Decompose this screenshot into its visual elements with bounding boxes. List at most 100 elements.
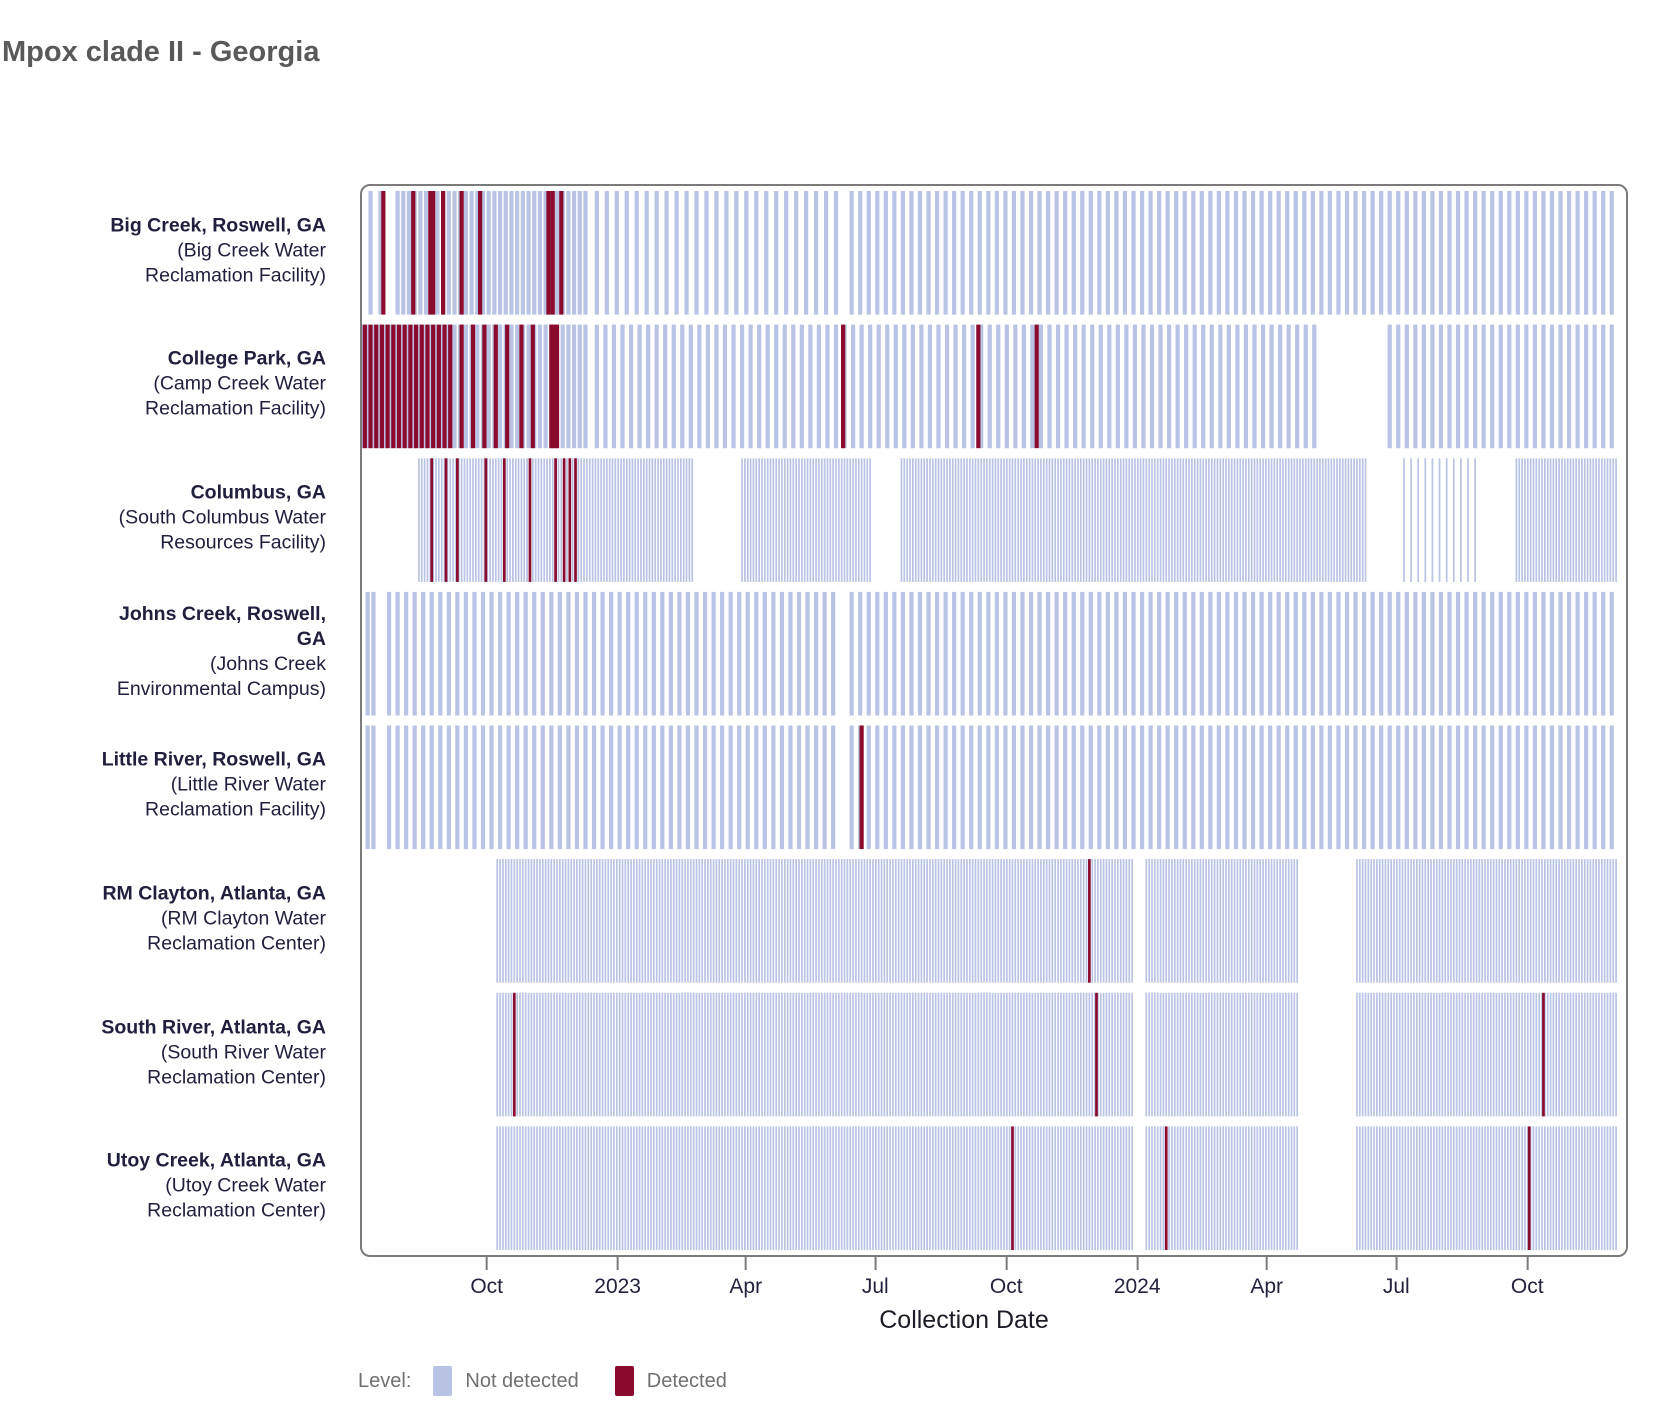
not-detected-mark — [630, 1126, 632, 1250]
not-detected-mark — [1396, 191, 1401, 315]
not-detected-mark — [1470, 992, 1472, 1117]
not-detected-mark — [926, 992, 928, 1117]
not-detected-mark — [1020, 1126, 1022, 1250]
not-detected-mark — [591, 591, 597, 716]
not-detected-mark — [980, 458, 983, 582]
not-detected-mark — [971, 992, 974, 1117]
not-detected-mark — [1473, 591, 1478, 716]
not-detected-mark — [960, 992, 963, 1117]
not-detected-mark — [550, 1126, 553, 1250]
not-detected-mark — [977, 458, 980, 582]
detected-mark — [408, 324, 413, 449]
not-detected-mark — [386, 725, 392, 850]
not-detected-mark — [1333, 458, 1336, 582]
not-detected-mark — [795, 1126, 797, 1250]
not-detected-mark — [1239, 992, 1242, 1117]
not-detected-mark — [496, 1126, 499, 1250]
not-detected-mark — [1512, 859, 1515, 983]
not-detected-mark — [1119, 992, 1122, 1117]
not-detected-mark — [724, 992, 726, 1117]
not-detected-mark — [1370, 591, 1375, 716]
not-detected-mark — [1185, 992, 1188, 1117]
not-detected-mark — [883, 859, 886, 983]
not-detected-mark — [771, 591, 776, 716]
not-detected-mark — [1239, 859, 1242, 983]
not-detected-mark — [1364, 458, 1367, 582]
not-detected-mark — [923, 859, 926, 983]
not-detected-mark — [1467, 458, 1469, 582]
detected-mark — [559, 191, 564, 315]
not-detected-mark — [1202, 458, 1205, 582]
not-detected-mark — [1361, 191, 1367, 315]
not-detected-mark — [805, 591, 810, 716]
not-detected-mark — [1182, 859, 1185, 983]
not-detected-mark — [1507, 591, 1512, 716]
not-detected-mark — [624, 191, 629, 315]
not-detected-mark — [1558, 191, 1563, 315]
not-detected-mark — [527, 859, 530, 983]
not-detected-mark — [1407, 1126, 1410, 1250]
not-detected-mark — [724, 1126, 726, 1250]
not-detected-mark — [1028, 458, 1031, 582]
not-detected-mark — [1541, 458, 1543, 582]
not-detected-mark — [877, 859, 880, 983]
not-detected-mark — [1529, 458, 1532, 582]
not-detected-mark — [638, 992, 641, 1117]
not-detected-mark — [1193, 1126, 1196, 1250]
not-detected-mark — [1586, 992, 1589, 1117]
not-detected-mark — [1532, 859, 1535, 983]
not-detected-mark — [1609, 324, 1614, 449]
not-detected-mark — [591, 725, 597, 850]
not-detected-mark — [892, 725, 897, 850]
not-detected-mark — [573, 1126, 575, 1250]
not-detected-mark — [1055, 324, 1061, 449]
not-detected-mark — [561, 992, 564, 1117]
not-detected-mark — [1484, 1126, 1486, 1250]
x-tick: Jul — [862, 1257, 889, 1299]
not-detected-mark — [1131, 191, 1136, 315]
not-detected-mark — [1552, 859, 1555, 983]
not-detected-mark — [1498, 725, 1503, 850]
not-detected-mark — [561, 859, 564, 983]
not-detected-mark — [643, 591, 648, 716]
not-detected-mark — [1225, 859, 1227, 983]
not-detected-mark — [1299, 458, 1301, 582]
not-detected-mark — [1473, 191, 1478, 315]
not-detected-mark — [513, 859, 516, 983]
not-detected-mark — [815, 1126, 817, 1250]
not-detected-mark — [914, 458, 917, 582]
not-detected-mark — [940, 458, 943, 582]
not-detected-mark — [509, 191, 514, 315]
not-detected-mark — [832, 458, 834, 582]
not-detected-mark — [1455, 324, 1461, 449]
not-detected-mark — [560, 324, 565, 449]
not-detected-mark — [1569, 1126, 1572, 1250]
not-detected-mark — [741, 992, 743, 1117]
not-detected-mark — [761, 992, 763, 1117]
not-detected-mark — [1589, 458, 1592, 582]
not-detected-mark — [1202, 992, 1205, 1117]
not-detected-mark — [404, 591, 409, 716]
not-detected-mark — [996, 324, 1001, 449]
not-detected-mark — [1609, 859, 1612, 983]
not-detected-mark — [1222, 1126, 1225, 1250]
not-detected-mark — [1586, 1126, 1589, 1250]
not-detected-mark — [1065, 992, 1068, 1117]
not-detected-mark — [775, 992, 778, 1117]
not-detected-mark — [1122, 591, 1128, 716]
not-detected-mark — [630, 992, 632, 1117]
not-detected-mark — [674, 458, 676, 582]
not-detected-mark — [1162, 992, 1165, 1117]
not-detected-mark — [1131, 725, 1136, 850]
row-label-facility: Reclamation Facility) — [145, 397, 326, 420]
not-detected-mark — [1034, 458, 1037, 582]
not-detected-mark — [712, 859, 715, 983]
not-detected-mark — [1020, 191, 1025, 315]
not-detected-mark — [798, 1126, 800, 1250]
not-detected-mark — [469, 458, 472, 582]
detected-mark — [484, 458, 488, 582]
not-detected-mark — [446, 591, 451, 716]
not-detected-mark — [1481, 191, 1486, 315]
not-detected-mark — [914, 859, 917, 983]
not-detected-mark — [1097, 458, 1099, 582]
